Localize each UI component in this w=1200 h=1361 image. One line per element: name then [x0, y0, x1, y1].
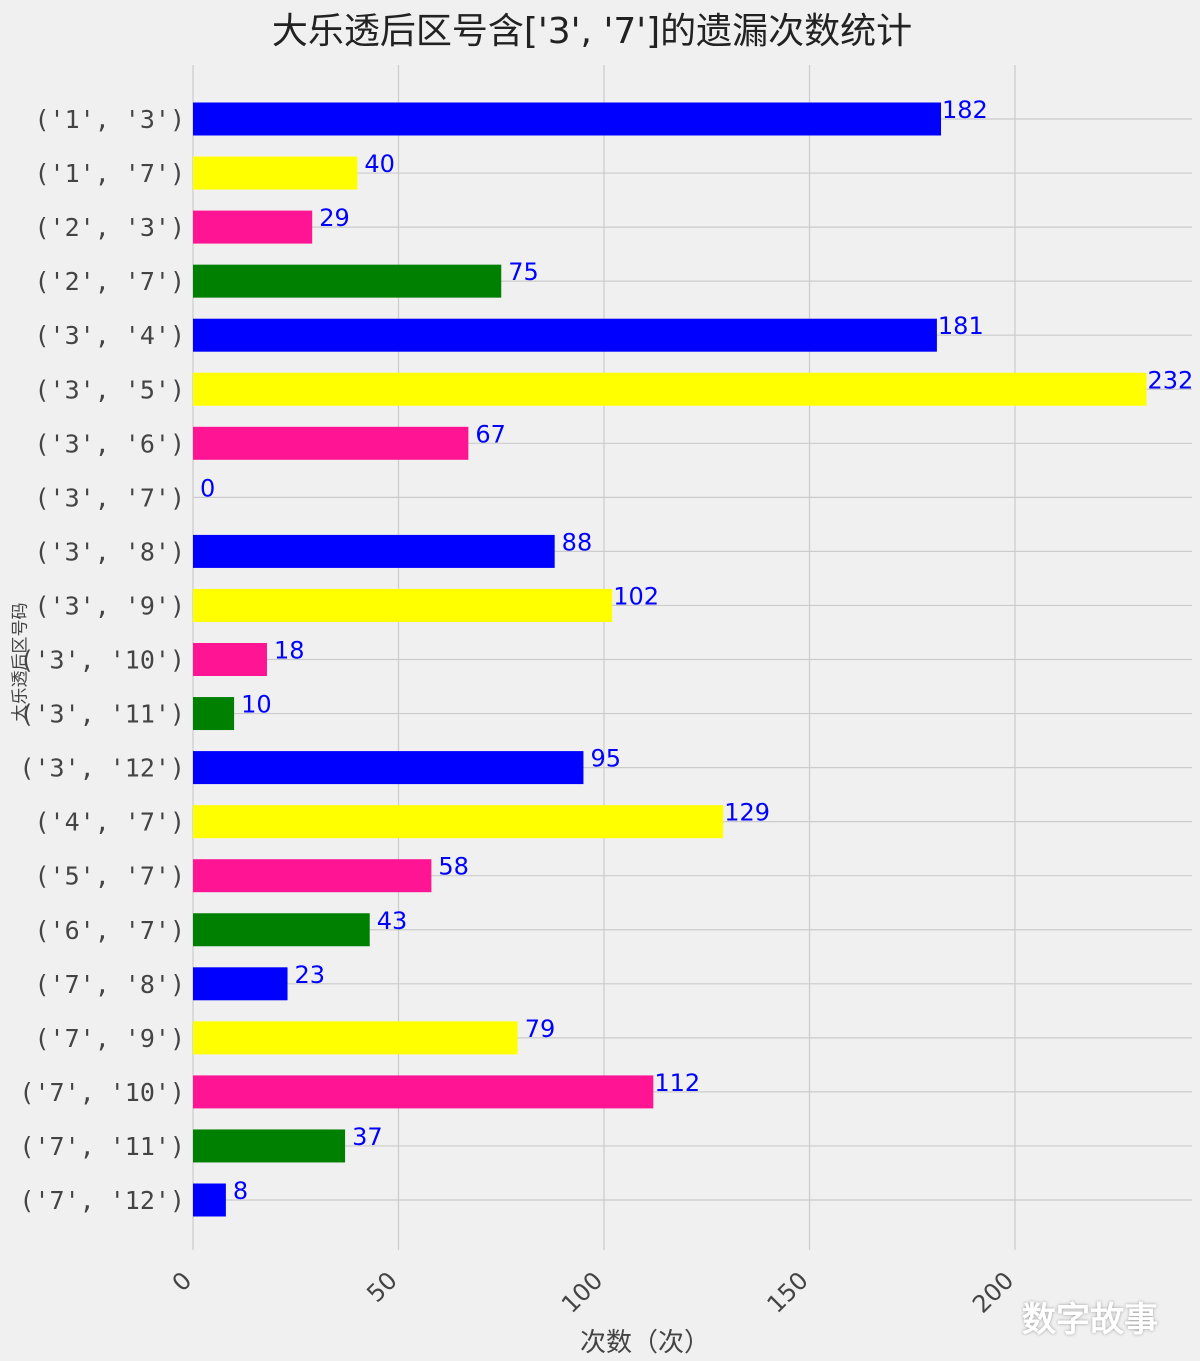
bar: [193, 210, 313, 244]
y-tick-labels: ('1', '3') ('1', '7') ('2', '3') ('2', '7')…: [19, 105, 185, 1215]
y-tick-label: ('3', '5'): [34, 375, 185, 404]
y-tick-label: ('7', '9'): [34, 1024, 185, 1053]
bar: [193, 1021, 518, 1055]
y-tick-label: ('6', '7'): [34, 916, 185, 945]
x-tick-labels: 0 50 100 150 200: [167, 1266, 1020, 1318]
bar: [193, 1075, 654, 1109]
bar: [193, 967, 288, 1001]
x-axis-label: 次数（次）: [580, 1328, 711, 1358]
x-tick-label: 50: [361, 1266, 402, 1307]
y-tick-label: ('3', '7'): [34, 483, 185, 512]
value-label: 8: [233, 1177, 248, 1205]
bar: [193, 1129, 346, 1163]
y-tick-label: ('5', '7'): [34, 862, 185, 891]
bar: [193, 372, 1147, 406]
bar: [193, 697, 235, 731]
chart-title: 大乐透后区号含['3', '7']的遗漏次数统计: [271, 11, 913, 52]
bar: [193, 913, 370, 947]
value-label: 88: [562, 528, 593, 556]
y-tick-label: ('7', '10'): [19, 1078, 185, 1107]
y-tick-label: ('4', '7'): [34, 808, 185, 837]
y-tick-label: ('3', '9'): [34, 591, 185, 620]
bar: [193, 264, 502, 298]
bar: [193, 156, 358, 190]
value-label: 40: [364, 150, 395, 178]
bar: [193, 102, 942, 136]
bar: [193, 751, 584, 785]
value-label: 0: [200, 474, 215, 502]
y-tick-label: ('7', '8'): [34, 970, 185, 999]
value-label: 58: [438, 853, 469, 881]
value-label: 67: [475, 420, 506, 448]
value-label: 10: [241, 691, 272, 719]
y-tick-label: ('3', '8'): [34, 537, 185, 566]
value-label: 112: [654, 1069, 700, 1097]
bars: [193, 102, 1147, 1217]
y-tick-label: ('1', '3'): [34, 105, 185, 134]
y-tick-label: ('3', '4'): [34, 321, 185, 350]
bar: [193, 318, 937, 352]
y-tick-label: ('3', '6'): [34, 429, 185, 458]
watermark: 数字故事: [1022, 1300, 1158, 1340]
value-label: 18: [274, 637, 305, 665]
y-tick-label: ('3', '12'): [19, 754, 185, 783]
value-label: 79: [525, 1015, 556, 1043]
y-axis-label: 大乐透后区号码: [10, 602, 31, 722]
bar: [193, 588, 613, 622]
value-label: 129: [724, 799, 770, 827]
x-tick-label: 150: [762, 1266, 814, 1318]
value-label: 37: [352, 1123, 383, 1151]
y-tick-label: ('1', '7'): [34, 159, 185, 188]
y-tick-label: ('3', '10'): [19, 646, 185, 675]
value-label: 75: [508, 258, 539, 286]
bar: [193, 426, 469, 460]
x-tick-label: 100: [556, 1266, 608, 1318]
bar: [193, 859, 432, 893]
value-label: 102: [613, 582, 659, 610]
y-tick-label: ('2', '7'): [34, 267, 185, 296]
y-tick-label: ('7', '11'): [19, 1132, 185, 1161]
value-label: 182: [942, 96, 988, 124]
value-label: 29: [319, 204, 350, 232]
value-label: 95: [590, 745, 621, 773]
value-label: 232: [1148, 366, 1194, 394]
bar: [193, 1183, 226, 1217]
value-label: 23: [295, 961, 326, 989]
y-tick-label: ('2', '3'): [34, 213, 185, 242]
bar: [193, 805, 724, 839]
x-tick-label: 200: [967, 1266, 1019, 1318]
value-label: 181: [938, 312, 984, 340]
y-tick-label: ('7', '12'): [19, 1186, 185, 1215]
value-label: 43: [377, 907, 408, 935]
bar: [193, 643, 267, 676]
bar: [193, 534, 555, 568]
y-tick-label: ('3', '11'): [19, 700, 185, 729]
x-tick-label: 0: [167, 1266, 198, 1297]
